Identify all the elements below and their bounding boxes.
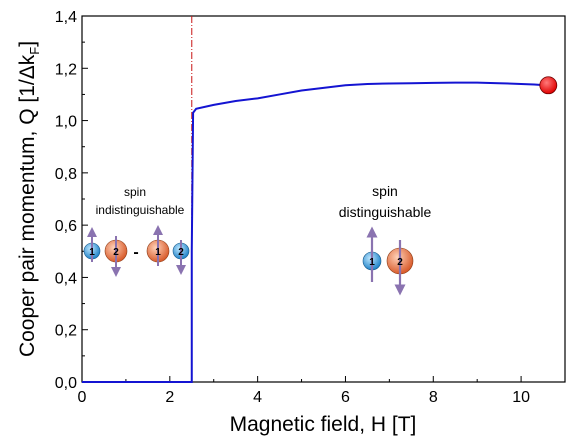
- y-axis-title-main: Cooper pair momentum, Q [1/Δk: [16, 54, 39, 357]
- annotation-right-line2: distinguishable: [339, 204, 432, 220]
- y-tick-label: 0,0: [55, 375, 77, 392]
- annotation-left-line2: indistinguishable: [96, 203, 185, 217]
- x-tick-label: 10: [512, 389, 530, 406]
- particle-pair-right: 1 2: [362, 226, 414, 296]
- particle-2-label: 2: [113, 247, 119, 258]
- y-tick-label: 1,4: [55, 9, 77, 26]
- particle-pair-left-b: 1 2: [146, 225, 190, 275]
- x-axis: 0 2 4 6 8 10: [78, 376, 530, 406]
- particle-1-label: 2: [178, 247, 184, 258]
- x-tick-label: 6: [341, 389, 350, 406]
- y-tick-label: 0,6: [55, 218, 77, 235]
- y-axis-title-subscript: F: [27, 47, 42, 55]
- annotation-right-line1: spin: [372, 183, 398, 199]
- y-axis-title-close: ]: [16, 41, 39, 47]
- x-tick-label: 8: [429, 389, 438, 406]
- x-tick-label: 4: [253, 389, 262, 406]
- y-tick-label: 1,2: [55, 61, 77, 78]
- y-axis: 0,0 0,2 0,4 0,6 0,8 1,0 1,2 1,4: [55, 9, 88, 392]
- endpoint-marker: [539, 76, 558, 95]
- series-line: [82, 81, 546, 383]
- x-tick-label: 2: [165, 389, 174, 406]
- x-axis-title: Magnetic field, H [T]: [230, 413, 417, 436]
- y-tick-label: 0,2: [55, 323, 77, 340]
- x-tick-label: 0: [78, 389, 87, 406]
- particle-2-label: 1: [155, 247, 161, 258]
- particle-2-label: 2: [397, 257, 403, 268]
- minus-sign: -: [133, 244, 138, 261]
- particle-pair-left-a: 1 2: [83, 227, 128, 277]
- y-tick-label: 0,8: [55, 166, 77, 183]
- y-axis-title: Cooper pair momentum, Q [1/ΔkF]: [16, 41, 42, 357]
- y-tick-label: 1,0: [55, 114, 77, 131]
- plot-frame: [81, 15, 566, 383]
- particle-1-label: 1: [369, 257, 375, 268]
- annotation-left-line1: spin: [124, 185, 146, 199]
- y-tick-label: 0,4: [55, 270, 77, 287]
- particle-1-label: 1: [89, 247, 95, 258]
